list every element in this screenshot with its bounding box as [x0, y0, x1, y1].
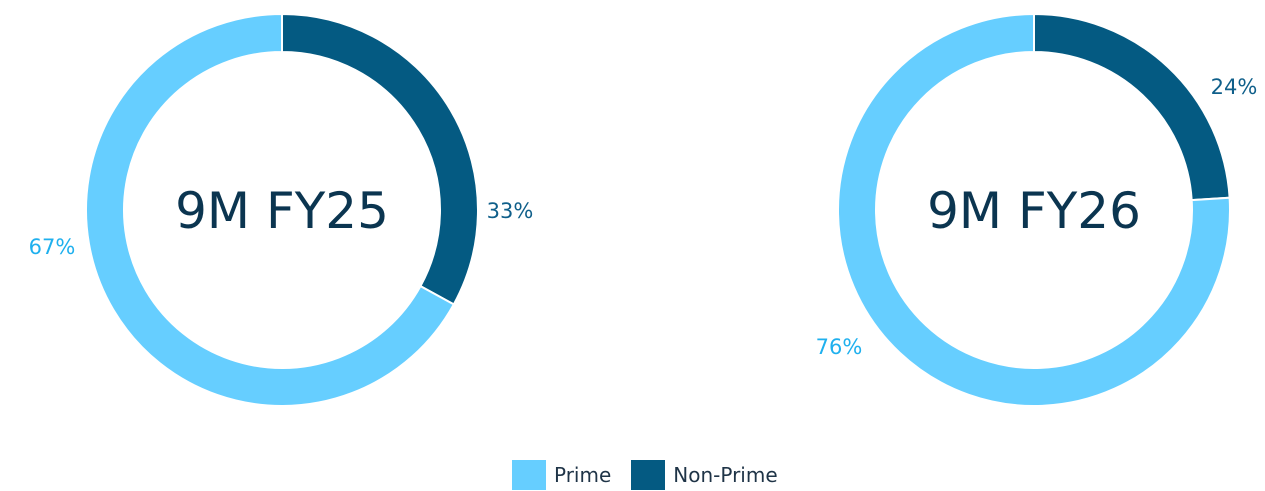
- chart-2-non-prime-percent-label: 24%: [1211, 75, 1258, 99]
- chart-2-prime-percent-label: 76%: [816, 335, 863, 359]
- legend: Prime Non-Prime: [512, 459, 798, 491]
- legend-label-non-prime: Non-Prime: [673, 463, 778, 487]
- donut-chart-1: 9M FY25 67% 33%: [29, 12, 534, 407]
- legend-label-prime: Prime: [554, 463, 612, 487]
- chart-2-slice-non-prime: [1033, 12, 1231, 202]
- chart-1-prime-percent-label: 67%: [29, 235, 76, 259]
- donut-chart-2: 9M FY26 76% 24%: [816, 12, 1258, 407]
- chart-2-slice-prime: [837, 12, 1231, 407]
- chart-1-non-prime-percent-label: 33%: [487, 199, 534, 223]
- legend-item-prime: Prime: [512, 460, 611, 490]
- legend-swatch-prime: [512, 460, 546, 490]
- legend-item-non-prime: Non-Prime: [631, 460, 778, 490]
- chart-1-slice-non-prime: [281, 12, 479, 306]
- legend-swatch-non-prime: [631, 460, 666, 490]
- chart-2-center-label: 9M FY26: [927, 182, 1141, 240]
- chart-1-center-label: 9M FY25: [175, 182, 389, 240]
- chart-1-slice-prime: [85, 12, 456, 407]
- donut-charts: 9M FY25 67% 33% 9M FY26 76% 24%: [29, 12, 1258, 407]
